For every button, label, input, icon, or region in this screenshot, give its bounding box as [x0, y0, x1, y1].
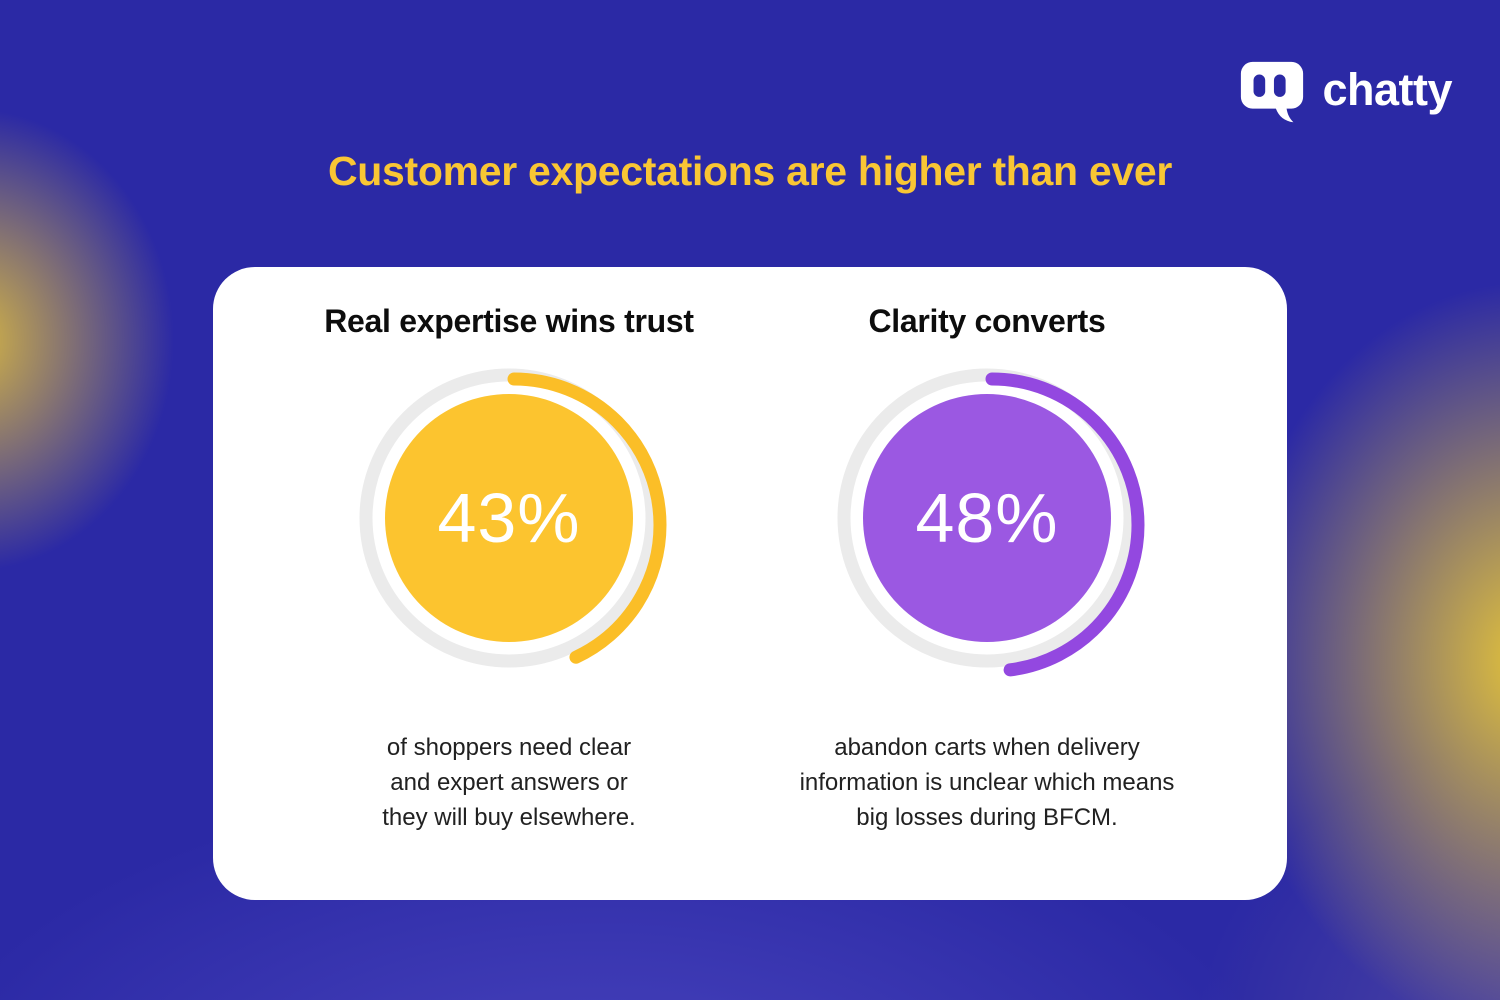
stat-caption: of shoppers need clear and expert answer…: [382, 733, 636, 831]
donut-chart-real-expertise: 43%: [344, 356, 674, 686]
page-title: Customer expectations are higher than ev…: [327, 148, 1173, 194]
donut-ring: [837, 368, 1145, 678]
ring-progress-arc: [361, 372, 667, 678]
brand-logo: chatty: [1237, 58, 1452, 130]
stat-panel-clarity-converts: Clarity converts 48% abandon carts when …: [747, 303, 1227, 835]
stat-heading: Clarity converts: [868, 303, 1106, 339]
bubble-shape: [1241, 61, 1304, 123]
right-eye: [1274, 74, 1287, 97]
left-eye: [1253, 74, 1266, 97]
chat-bubble-icon: [1241, 61, 1304, 123]
donut-ring: [359, 368, 667, 678]
stat-panel-real-expertise: Real expertise wins trust 43% of shopper…: [269, 303, 749, 835]
stat-heading: Real expertise wins trust: [324, 303, 694, 339]
donut-chart-clarity-converts: 48%: [822, 356, 1152, 686]
stat-caption: abandon carts when delivery information …: [799, 733, 1175, 831]
brand-name: chatty: [1322, 63, 1452, 115]
ring-progress-arc: [839, 372, 1145, 678]
ring-inner-fill: [385, 393, 633, 642]
stats-card: Real expertise wins trust 43% of shopper…: [213, 267, 1287, 900]
stat-value: 48%: [915, 478, 1059, 557]
ring-inner-fill: [863, 393, 1111, 642]
stat-value: 43%: [437, 478, 581, 557]
